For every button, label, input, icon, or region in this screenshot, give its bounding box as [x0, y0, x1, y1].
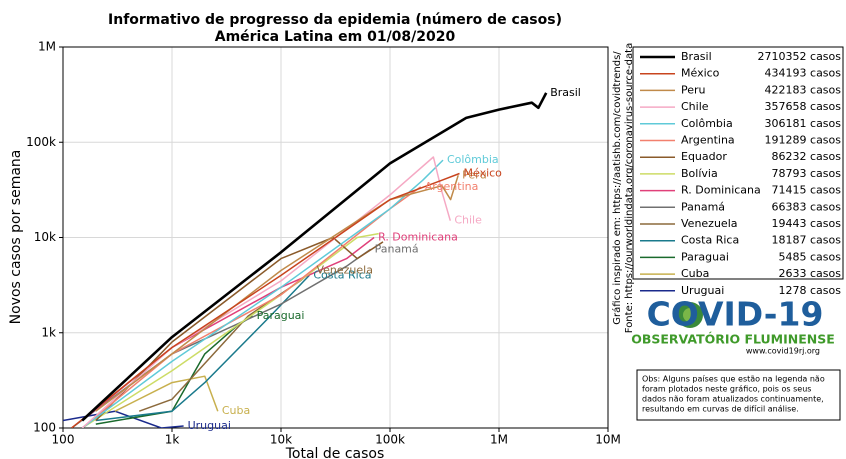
end-label: Venezuela [316, 264, 373, 277]
legend-total: 18187 casos [772, 234, 842, 247]
legend-label: Peru [681, 83, 706, 96]
end-label: Cuba [222, 404, 250, 417]
end-label: Colômbia [447, 153, 499, 166]
legend-total: 66383 casos [772, 200, 842, 213]
legend-total: 86232 casos [772, 150, 842, 163]
legend-label: México [681, 67, 720, 80]
chart-title: Informativo de progresso da epidemia (nú… [108, 12, 562, 28]
series-line [81, 92, 548, 422]
end-label: Costa Rica [313, 268, 371, 281]
legend-label: Argentina [681, 134, 735, 147]
x-tick-label: 1M [490, 433, 508, 447]
y-tick-label: 10k [34, 230, 56, 244]
legend-label: Costa Rica [681, 234, 739, 247]
legend-total: 2710352 casos [758, 50, 842, 63]
end-label: México [464, 166, 503, 179]
note-line: dados não foram atualizados continuament… [642, 395, 824, 404]
y-tick-label: 1k [41, 325, 56, 339]
y-axis-label: Novos casos por semana [8, 150, 24, 325]
end-label: Paraguai [257, 309, 305, 322]
legend-label: R. Dominicana [681, 184, 761, 197]
legend-label: Colômbia [681, 117, 733, 130]
series-line [95, 236, 384, 422]
logo-url: www.covid19rj.org [746, 347, 820, 356]
x-tick-label: 10k [270, 433, 292, 447]
legend-label: Panamá [681, 200, 725, 213]
legend-label: Brasil [681, 50, 712, 63]
legend-label: Bolívia [681, 167, 718, 180]
note-line: resultando em curvas de difícil análise. [642, 405, 799, 414]
legend-total: 71415 casos [772, 184, 842, 197]
end-label: Uruguai [188, 419, 231, 432]
x-tick-label: 100k [375, 433, 405, 447]
legend-label: Paraguai [681, 250, 729, 263]
legend-total: 2633 casos [779, 267, 842, 280]
legend-label: Cuba [681, 267, 709, 280]
legend-total: 434193 casos [765, 67, 842, 80]
logo-title: COVID-19 [647, 295, 824, 334]
legend-total: 357658 casos [765, 100, 842, 113]
end-label: Argentina [425, 180, 479, 193]
series-line [81, 159, 444, 428]
legend-total: 422183 casos [765, 83, 842, 96]
end-label: Peru [462, 168, 487, 181]
logo: COVID-19 OBSERVATÓRIO FLUMINENSE www.cov… [631, 295, 835, 356]
note-line: foram plotados neste gráfico, pois os se… [642, 385, 811, 394]
legend-total: 1278 casos [779, 284, 842, 297]
end-label: Panamá [375, 242, 419, 255]
end-label: Chile [454, 214, 482, 227]
virus-icon-core [683, 308, 697, 322]
note-box [636, 369, 841, 421]
end-label: R. Dominicana [378, 231, 458, 244]
logo-subtitle: OBSERVATÓRIO FLUMINENSE [631, 332, 835, 347]
end-label: Brasil [550, 86, 581, 99]
x-tick-label: 1k [165, 433, 180, 447]
side-note: Gráfico inspirado em: https://aatishb.co… [611, 51, 623, 325]
y-tick-label: 100k [26, 135, 56, 149]
plot-frame [62, 46, 609, 429]
legend-label: Uruguai [681, 284, 724, 297]
legend-total: 5485 casos [779, 250, 842, 263]
series-line [114, 375, 219, 412]
legend-total: 19443 casos [772, 217, 842, 230]
plot-area [63, 92, 548, 428]
y-tick-label: 1M [38, 40, 56, 54]
note-line: Obs: Alguns países que estão na legenda … [642, 375, 825, 384]
series-line [81, 186, 422, 428]
legend-total: 191289 casos [765, 134, 842, 147]
legend-total: 306181 casos [765, 117, 842, 130]
x-tick-label: 100 [52, 433, 75, 447]
series-line [138, 269, 313, 412]
x-tick-label: 10M [595, 433, 621, 447]
x-axis-label: Total de casos [285, 446, 385, 459]
legend-label: Venezuela [681, 217, 738, 230]
series-line [71, 172, 460, 428]
side-note: Fonte: https://ourworldindata.org/corona… [624, 43, 635, 333]
legend-total: 78793 casos [772, 167, 842, 180]
y-tick-label: 100 [33, 421, 56, 435]
series-line [95, 175, 459, 412]
chart-subtitle: América Latina em 01/08/2020 [215, 29, 456, 45]
legend-label: Chile [681, 100, 709, 113]
legend-label: Equador [681, 150, 727, 163]
